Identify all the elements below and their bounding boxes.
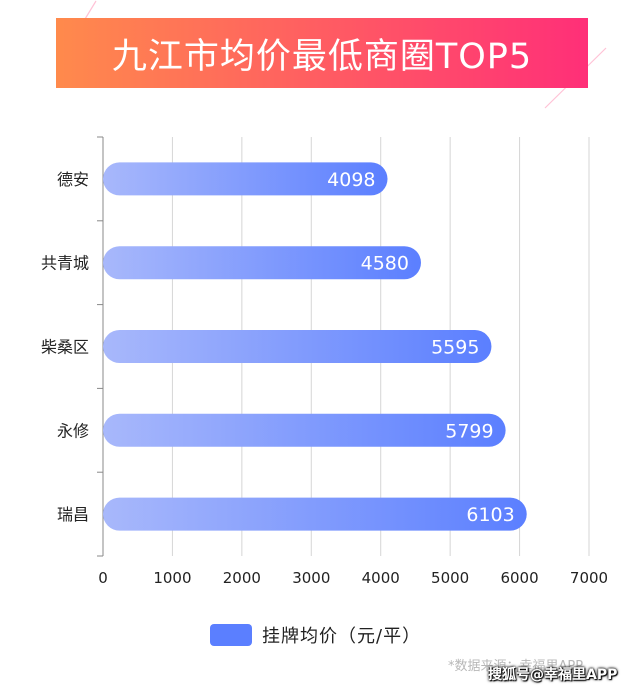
chart-title: 九江市均价最低商圈TOP5	[111, 36, 533, 77]
bar-chart: 0 1000 2000 3000 4000 5000 6000 7000 4098 德安 4580 共…	[41, 136, 608, 587]
x-tick-label: 0	[98, 569, 108, 587]
x-tick-label: 6000	[500, 569, 538, 587]
bar-value-label: 4098	[327, 169, 375, 191]
category-label: 瑞昌	[57, 505, 89, 524]
banner-graphic	[56, 0, 607, 109]
bar-value-label: 5595	[431, 337, 479, 359]
x-tick-label: 1000	[153, 569, 191, 587]
x-tick-label: 5000	[431, 569, 469, 587]
bar	[103, 497, 527, 531]
category-label: 柴桑区	[41, 338, 89, 357]
bar-value-label: 6103	[466, 504, 514, 526]
title-banner: 九江市均价最低商圈TOP5	[0, 0, 640, 110]
category-label: 共青城	[41, 254, 89, 273]
category-label: 德安	[57, 170, 89, 189]
category-label: 永修	[57, 421, 89, 440]
bars	[103, 162, 527, 531]
bar	[103, 330, 492, 363]
x-tick-label: 4000	[362, 569, 400, 587]
legend: 挂牌均价（元/平）	[210, 620, 421, 650]
banner-background	[56, 18, 588, 88]
legend-label: 挂牌均价（元/平）	[262, 626, 422, 647]
bar-value-label: 5799	[445, 420, 493, 442]
x-tick-label: 7000	[570, 569, 608, 587]
labels: 0 1000 2000 3000 4000 5000 6000 7000 4098 德安 4580 共…	[41, 169, 608, 587]
x-tick-label: 2000	[223, 569, 261, 587]
source-note: *数据来源：幸福里APP	[448, 659, 584, 674]
bar	[103, 162, 388, 196]
legend-swatch	[210, 624, 252, 646]
bar-value-label: 4580	[361, 253, 409, 275]
watermark: 搜狐号@幸福里APP	[488, 667, 618, 683]
x-tick-label: 3000	[292, 569, 330, 587]
bar	[103, 246, 421, 280]
bar	[103, 413, 506, 447]
axes	[97, 136, 104, 557]
